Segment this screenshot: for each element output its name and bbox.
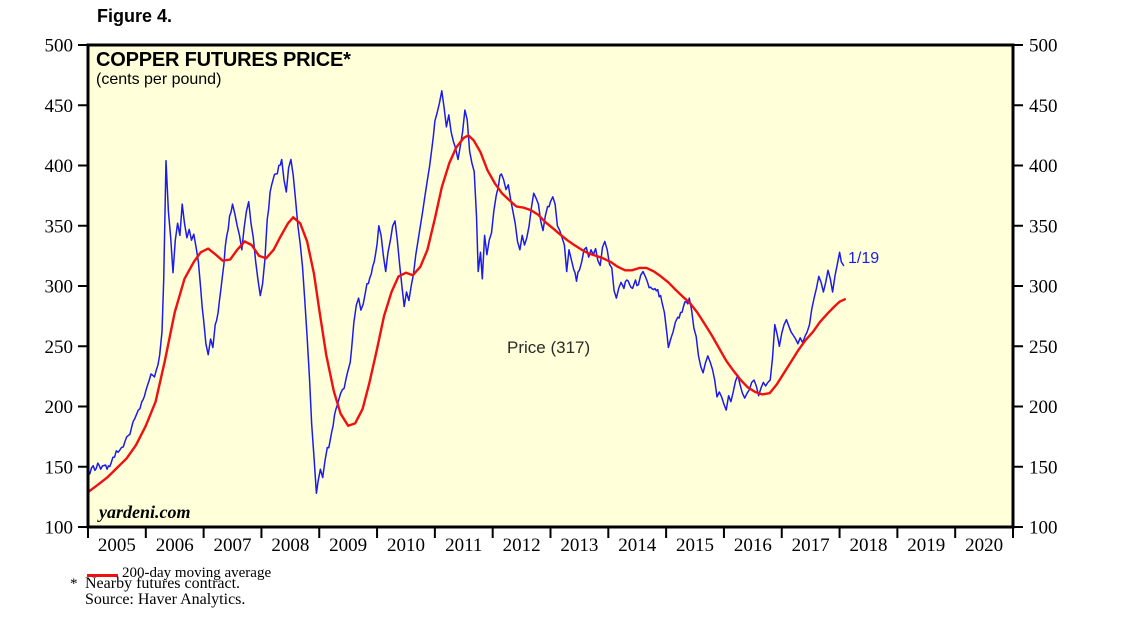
x-axis-year-label: 2018 [849, 535, 887, 556]
x-axis-year-label: 2008 [271, 535, 309, 556]
x-axis-year-label: 2020 [965, 535, 1003, 556]
y-axis-label-right: 250 [1029, 337, 1058, 358]
footnote-note: Nearby futures contract. [85, 575, 241, 592]
price-series-line [89, 90, 845, 495]
figure-label: Figure 4. [97, 6, 173, 26]
watermark-yardeni: yardeni.com [99, 502, 191, 522]
legend-ma-label: 200-day moving average [122, 565, 272, 581]
y-axis-label-left: 300 [45, 277, 74, 298]
x-axis-year-label: 2016 [734, 535, 772, 556]
x-axis-year-label: 2007 [214, 535, 252, 556]
y-axis-label-left: 500 [45, 36, 74, 57]
ma-series-line [89, 134, 846, 493]
y-axis-label-right: 400 [1029, 156, 1058, 177]
end-date-label: 1/19 [848, 250, 880, 267]
y-axis-label-left: 350 [45, 216, 74, 237]
y-axis-label-left: 450 [45, 96, 74, 117]
footnote-source: Source: Haver Analytics. [85, 591, 246, 608]
x-axis-year-label: 2006 [156, 535, 194, 556]
y-axis-label-left: 250 [45, 337, 74, 358]
y-axis-label-right: 300 [1029, 277, 1058, 298]
y-axis-label-right: 500 [1029, 36, 1058, 57]
x-axis-year-label: 2013 [560, 535, 598, 556]
chart-subtitle: (cents per pound) [96, 71, 222, 88]
chart-title: COPPER FUTURES PRICE* [96, 49, 351, 71]
x-axis-year-label: 2019 [907, 535, 945, 556]
plot-background [88, 45, 1013, 527]
y-axis-label-left: 400 [45, 156, 74, 177]
x-axis-year-label: 2005 [98, 535, 136, 556]
price-annotation: Price (317) [507, 338, 591, 357]
legend-ma-line-swatch [87, 574, 118, 577]
x-axis-year-label: 2011 [445, 535, 482, 556]
footnote-asterisk: * [70, 576, 78, 592]
y-axis-label-left: 150 [45, 457, 74, 478]
x-axis-year-label: 2015 [676, 535, 714, 556]
x-axis-year-label: 2012 [503, 535, 541, 556]
x-axis-year-label: 2010 [387, 535, 425, 556]
y-axis-label-left: 200 [45, 397, 74, 418]
y-axis-label-left: 100 [45, 518, 74, 539]
y-axis-label-right: 100 [1029, 518, 1058, 539]
x-axis-year-label: 2009 [329, 535, 367, 556]
y-axis-label-right: 450 [1029, 96, 1058, 117]
y-axis-label-right: 350 [1029, 216, 1058, 237]
y-axis-label-right: 150 [1029, 457, 1058, 478]
x-axis-year-label: 2014 [618, 535, 657, 556]
y-axis-label-right: 200 [1029, 397, 1058, 418]
x-axis-year-label: 2017 [792, 535, 830, 556]
